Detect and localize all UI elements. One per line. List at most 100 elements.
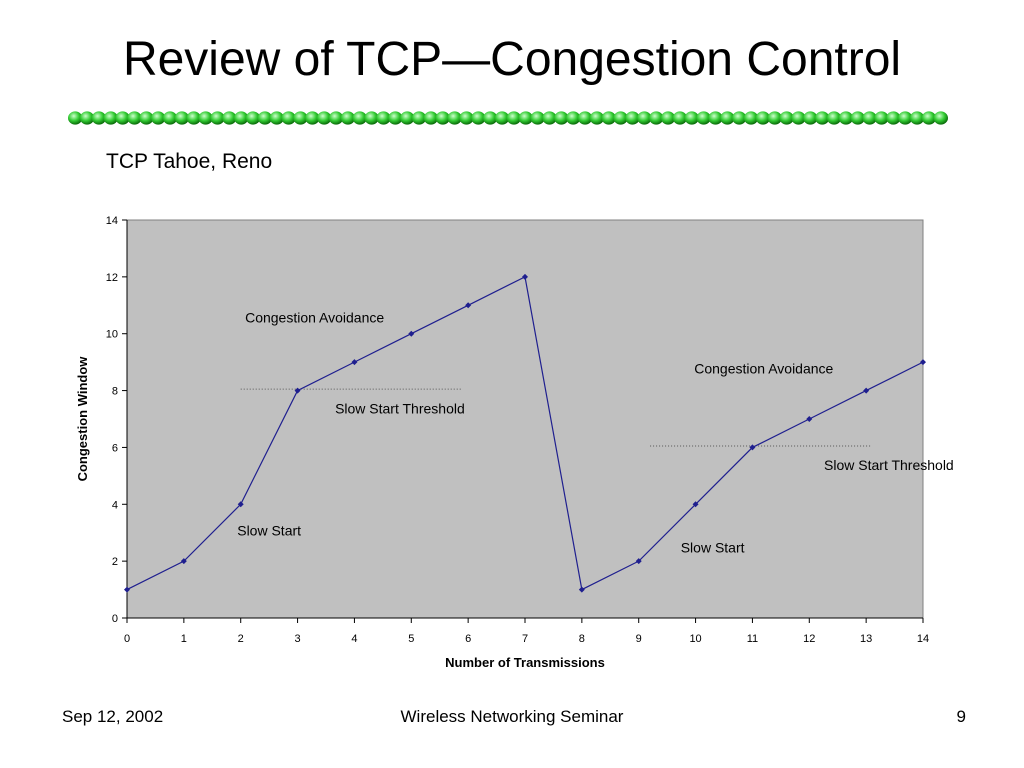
- data-point: [749, 444, 756, 451]
- divider-bead: [518, 111, 533, 125]
- chart-annotation: Slow Start: [237, 523, 301, 539]
- data-point: [408, 330, 415, 337]
- divider-bead: [506, 111, 522, 125]
- divider-bead: [779, 111, 794, 125]
- divider-bead: [791, 111, 806, 125]
- divider-bead: [554, 111, 569, 125]
- x-tick-label: 7: [522, 633, 528, 645]
- data-point: [692, 501, 699, 508]
- slide-subtitle: TCP Tahoe, Reno: [106, 150, 273, 173]
- divider-bead: [222, 111, 237, 125]
- data-point: [635, 558, 642, 565]
- divider-bead: [388, 111, 403, 125]
- x-axis-title: Number of Transmissions: [445, 655, 605, 670]
- divider-bead: [328, 111, 344, 125]
- divider-bead: [376, 111, 391, 125]
- footer-page-number: 9: [956, 707, 966, 726]
- divider-bead: [660, 111, 676, 125]
- divider-bead: [933, 111, 948, 125]
- divider-bead: [151, 111, 166, 125]
- divider-bead: [566, 111, 581, 125]
- x-tick-label: 10: [689, 633, 701, 645]
- divider-bead: [672, 111, 688, 125]
- y-tick-label: 4: [112, 499, 118, 511]
- data-point: [351, 359, 358, 366]
- divider-bead: [340, 111, 356, 125]
- chart-container: 0 2 4 6 8 10 12 14 0 1 2 3 4 5 6 7 8 9 10 11 12 13 14 Number of…: [60, 200, 960, 680]
- divider-bead: [411, 111, 427, 125]
- divider-bead: [684, 111, 699, 125]
- data-point: [180, 558, 187, 565]
- divider-bead: [589, 111, 605, 125]
- divider-bead: [483, 111, 498, 125]
- divider-bead: [115, 111, 130, 125]
- divider-bead: [269, 111, 284, 125]
- divider-bead: [874, 111, 889, 125]
- divider-bead: [127, 111, 142, 125]
- divider-bead: [352, 111, 367, 125]
- chart-annotation: Slow Start Threshold: [335, 400, 465, 416]
- divider-bead: [767, 111, 782, 125]
- divider-bead: [909, 111, 925, 125]
- divider-bead: [921, 111, 937, 125]
- divider-bead: [601, 111, 616, 125]
- divider-bead: [862, 111, 877, 125]
- divider-bead: [447, 111, 462, 125]
- divider-bead: [293, 111, 308, 125]
- y-tick-label: 12: [106, 272, 118, 284]
- x-tick-label: 13: [860, 633, 872, 645]
- divider-bead: [815, 111, 830, 125]
- x-tick-label: 0: [124, 633, 130, 645]
- divider-bead: [364, 111, 379, 125]
- slide-divider: [68, 111, 948, 125]
- data-point: [465, 302, 472, 309]
- divider-bead: [423, 111, 439, 125]
- divider-bead: [803, 111, 818, 125]
- x-tick-label: 8: [579, 633, 585, 645]
- divider-bead: [577, 111, 593, 125]
- data-point: [863, 387, 870, 394]
- data-point: [124, 586, 130, 593]
- data-point: [806, 416, 813, 422]
- data-point: [920, 359, 926, 366]
- divider-bead: [198, 111, 213, 125]
- x-tick-label: 9: [636, 633, 642, 645]
- divider-bead: [162, 111, 178, 125]
- divider-bead: [838, 111, 854, 125]
- divider-bead: [305, 111, 320, 125]
- data-point: [237, 501, 244, 508]
- divider-bead: [91, 111, 107, 125]
- divider-bead: [542, 111, 557, 125]
- divider-bead: [530, 111, 545, 125]
- y-tick-label: 0: [112, 613, 118, 625]
- divider-bead: [257, 111, 273, 125]
- divider-bead: [471, 111, 486, 125]
- divider-bead: [625, 111, 640, 125]
- slide-title: Review of TCP—Congestion Control: [122, 33, 902, 86]
- x-tick-label: 14: [917, 633, 929, 645]
- x-tick-label: 3: [295, 633, 301, 645]
- chart-annotation: Slow Start: [681, 540, 745, 556]
- divider-bead: [210, 111, 225, 125]
- y-tick-label: 14: [106, 215, 118, 227]
- chart-annotation: Slow Start Threshold: [824, 457, 954, 473]
- footer-date: Sep 12, 2002: [62, 707, 164, 726]
- divider-bead: [317, 111, 332, 125]
- divider-bead: [174, 111, 190, 125]
- divider-bead: [708, 111, 723, 125]
- divider-bead: [494, 111, 510, 125]
- data-point: [578, 586, 585, 593]
- divider-bead: [743, 111, 759, 125]
- x-tick-label: 2: [238, 633, 244, 645]
- y-tick-label: 6: [112, 442, 118, 454]
- y-tick-label: 8: [112, 386, 118, 398]
- x-tick-label: 5: [408, 633, 414, 645]
- chart-annotation: Congestion Avoidance: [245, 309, 384, 325]
- divider-bead: [79, 111, 95, 125]
- x-tick-label: 4: [351, 633, 357, 645]
- x-tick-label: 1: [181, 633, 187, 645]
- divider-bead: [139, 111, 154, 125]
- divider-bead: [720, 111, 735, 125]
- divider-bead: [898, 111, 913, 125]
